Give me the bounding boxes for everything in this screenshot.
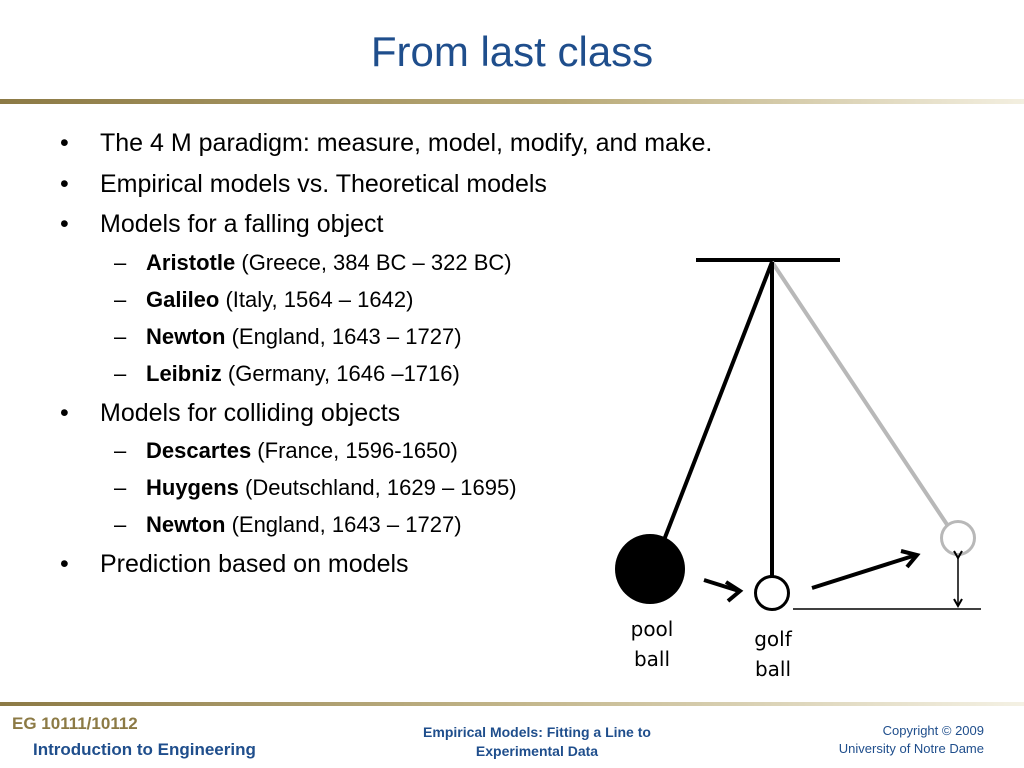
bullet-list: • The 4 M paradigm: measure, model, modi…	[60, 126, 712, 588]
scientist-detail: (France, 1596-1650)	[251, 438, 458, 463]
bullet-text: Prediction based on models	[100, 550, 409, 578]
scientist-detail: (Italy, 1564 – 1642)	[219, 286, 414, 312]
scientist-detail: (England, 1643 – 1727)	[225, 512, 462, 537]
bullet-item: • Models for colliding objects	[60, 396, 680, 437]
scientist-detail: (England, 1643 – 1727)	[225, 323, 462, 349]
dash-marker: –	[114, 475, 127, 500]
pool-ball-label: pool ball	[630, 617, 674, 671]
course-name: Introduction to Engineering	[33, 740, 256, 759]
bullet-item: • Empirical models vs. Theoretical model…	[60, 167, 680, 208]
golf-ball-swung	[940, 520, 976, 556]
arrow-icon	[811, 549, 921, 590]
scientist-detail: (Greece, 384 BC – 322 BC)	[235, 249, 512, 275]
bullet-item: • The 4 M paradigm: measure, model, modi…	[60, 126, 712, 167]
scientist-detail: (Germany, 1646 –1716)	[221, 360, 460, 386]
bullet-text: Models for a falling object	[100, 210, 384, 238]
pool-ball	[615, 534, 685, 604]
copyright-notice: Copyright © 2009 University of Notre Dam…	[838, 723, 984, 756]
swing-string-gray	[770, 260, 950, 528]
lecture-title: Empirical Models: Fitting a Line to Expe…	[423, 724, 651, 759]
sub-bullet-item: – Galileo (Italy, 1564 – 1642)	[60, 285, 680, 322]
sub-bullet-item: – Leibniz (Germany, 1646 –1716)	[60, 359, 680, 396]
dash-marker: –	[114, 438, 127, 463]
bullet-marker: •	[60, 398, 69, 427]
sub-bullet-item: – Newton (England, 1643 – 1727)	[60, 322, 680, 359]
bullet-item: • Models for a falling object	[60, 207, 680, 248]
dash-marker: –	[114, 323, 127, 349]
arrow-icon	[703, 578, 744, 603]
bullet-text: Empirical models vs. Theoretical models	[100, 169, 547, 198]
sub-bullet-item: – Aristotle (Greece, 384 BC – 322 BC)	[60, 248, 680, 285]
scientist-name: Galileo	[146, 286, 220, 312]
bullet-text: Models for colliding objects	[100, 398, 401, 427]
golf-ball	[754, 575, 790, 611]
dash-marker: –	[114, 249, 127, 275]
scientist-name: Aristotle	[146, 249, 236, 275]
bullet-text: The 4 M paradigm: measure, model, modify…	[100, 129, 713, 157]
dash-marker: –	[114, 512, 127, 537]
pool-ball-string	[662, 261, 774, 541]
scientist-name: Huygens	[146, 475, 239, 500]
golf-ball-label: golf ball	[754, 627, 792, 681]
bullet-marker: •	[60, 550, 69, 578]
scientist-name: Descartes	[146, 438, 252, 463]
sub-bullet-item: – Descartes (France, 1596-1650)	[60, 436, 680, 473]
title-divider	[0, 99, 1024, 104]
course-code: EG 10111/10112	[12, 714, 138, 733]
scientist-detail: (Deutschland, 1629 – 1695)	[238, 475, 517, 500]
bullet-item: • Prediction based on models	[60, 547, 680, 588]
scientist-name: Newton	[146, 323, 226, 349]
sub-bullet-item: – Huygens (Deutschland, 1629 – 1695)	[60, 473, 680, 510]
bullet-marker: •	[60, 210, 69, 238]
dash-marker: –	[114, 360, 127, 386]
dash-marker: –	[114, 286, 127, 312]
bullet-marker: •	[60, 169, 69, 198]
bullet-marker: •	[60, 129, 69, 157]
footer-divider	[0, 702, 1024, 706]
slide-title: From last class	[370, 28, 654, 75]
sub-bullet-item: – Newton (England, 1643 – 1727)	[60, 510, 680, 547]
scientist-name: Newton	[146, 512, 226, 537]
scientist-name: Leibniz	[146, 360, 222, 386]
